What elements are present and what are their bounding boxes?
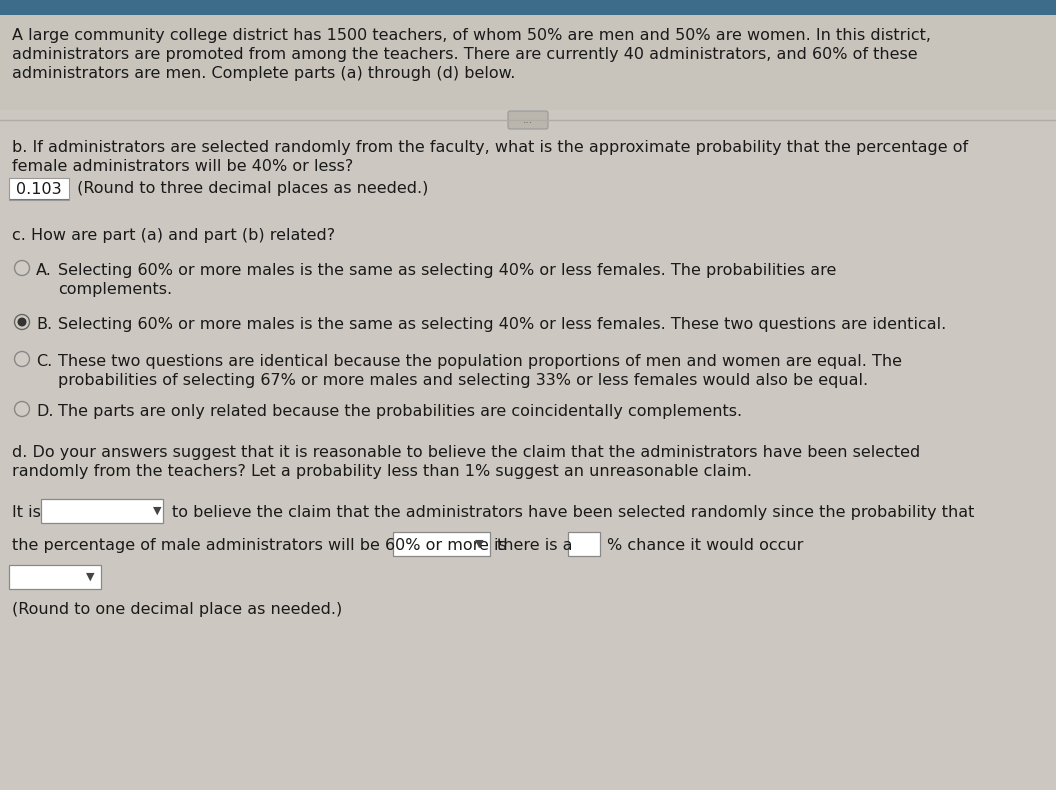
- Circle shape: [18, 318, 26, 326]
- Text: there is a: there is a: [497, 538, 572, 553]
- FancyBboxPatch shape: [0, 0, 1056, 15]
- FancyBboxPatch shape: [41, 499, 163, 523]
- Text: It is: It is: [12, 505, 41, 520]
- Text: These two questions are identical because the population proportions of men and : These two questions are identical becaus…: [58, 354, 902, 369]
- Text: female administrators will be 40% or less?: female administrators will be 40% or les…: [12, 159, 354, 174]
- FancyBboxPatch shape: [0, 15, 1056, 110]
- FancyBboxPatch shape: [508, 111, 548, 129]
- Text: 0.103: 0.103: [16, 182, 62, 197]
- Text: ▼: ▼: [86, 572, 94, 582]
- Text: D.: D.: [36, 404, 54, 419]
- Text: % chance it would occur: % chance it would occur: [607, 538, 804, 553]
- Text: administrators are men. Complete parts (a) through (d) below.: administrators are men. Complete parts (…: [12, 66, 515, 81]
- Text: randomly from the teachers? Let a probability less than 1% suggest an unreasonab: randomly from the teachers? Let a probab…: [12, 464, 752, 479]
- Text: b. If administrators are selected randomly from the faculty, what is the approxi: b. If administrators are selected random…: [12, 140, 968, 155]
- Circle shape: [15, 352, 30, 367]
- FancyBboxPatch shape: [568, 532, 600, 556]
- Text: ▼: ▼: [153, 506, 162, 516]
- Text: ...: ...: [523, 115, 533, 125]
- Text: C.: C.: [36, 354, 52, 369]
- Circle shape: [15, 401, 30, 416]
- Text: A large community college district has 1500 teachers, of whom 50% are men and 50: A large community college district has 1…: [12, 28, 931, 43]
- Text: (Round to three decimal places as needed.): (Round to three decimal places as needed…: [72, 182, 429, 197]
- Text: to believe the claim that the administrators have been selected randomly since t: to believe the claim that the administra…: [172, 505, 975, 520]
- Text: ▼: ▼: [475, 539, 484, 549]
- Text: Selecting 60% or more males is the same as selecting 40% or less females. The pr: Selecting 60% or more males is the same …: [58, 263, 836, 278]
- Text: (Round to one decimal place as needed.): (Round to one decimal place as needed.): [12, 602, 342, 617]
- Text: The parts are only related because the probabilities are coincidentally compleme: The parts are only related because the p…: [58, 404, 742, 419]
- Text: c. How are part (a) and part (b) related?: c. How are part (a) and part (b) related…: [12, 228, 335, 243]
- Text: probabilities of selecting 67% or more males and selecting 33% or less females w: probabilities of selecting 67% or more m…: [58, 373, 868, 388]
- FancyBboxPatch shape: [10, 178, 69, 200]
- Text: the percentage of male administrators will be 60% or more is: the percentage of male administrators wi…: [12, 538, 507, 553]
- Circle shape: [15, 314, 30, 329]
- Circle shape: [15, 261, 30, 276]
- Text: complements.: complements.: [58, 282, 172, 297]
- Text: A.: A.: [36, 263, 52, 278]
- Text: B.: B.: [36, 317, 52, 332]
- FancyBboxPatch shape: [10, 565, 101, 589]
- Text: d. Do your answers suggest that it is reasonable to believe the claim that the a: d. Do your answers suggest that it is re…: [12, 445, 920, 460]
- Text: Selecting 60% or more males is the same as selecting 40% or less females. These : Selecting 60% or more males is the same …: [58, 317, 946, 332]
- Text: administrators are promoted from among the teachers. There are currently 40 admi: administrators are promoted from among t…: [12, 47, 918, 62]
- FancyBboxPatch shape: [393, 532, 490, 556]
